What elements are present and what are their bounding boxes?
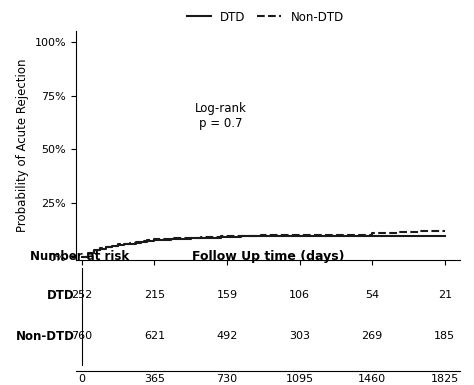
Text: DTD: DTD [47,289,75,302]
Text: 730: 730 [217,373,237,383]
Text: Non-DTD: Non-DTD [16,330,75,343]
Text: Follow Up time (days): Follow Up time (days) [191,250,344,263]
Text: 760: 760 [71,331,92,341]
Text: 1460: 1460 [358,373,386,383]
Text: 269: 269 [362,331,383,341]
Legend: DTD, Non-DTD: DTD, Non-DTD [182,6,348,28]
Text: Log-rank
p = 0.7: Log-rank p = 0.7 [195,102,247,130]
Text: 252: 252 [71,290,92,300]
Text: 106: 106 [289,290,310,300]
Text: Number at risk: Number at risk [30,250,129,263]
Text: 1095: 1095 [285,373,314,383]
Y-axis label: Probability of Acute Rejection: Probability of Acute Rejection [16,59,29,232]
Text: 0: 0 [78,373,85,383]
Text: 492: 492 [216,331,238,341]
Text: 215: 215 [144,290,165,300]
Text: 54: 54 [365,290,379,300]
Text: 21: 21 [438,290,452,300]
Text: 365: 365 [144,373,165,383]
Text: 185: 185 [434,331,456,341]
Text: 621: 621 [144,331,165,341]
Text: 1825: 1825 [431,373,459,383]
Text: 303: 303 [289,331,310,341]
Text: 159: 159 [217,290,237,300]
